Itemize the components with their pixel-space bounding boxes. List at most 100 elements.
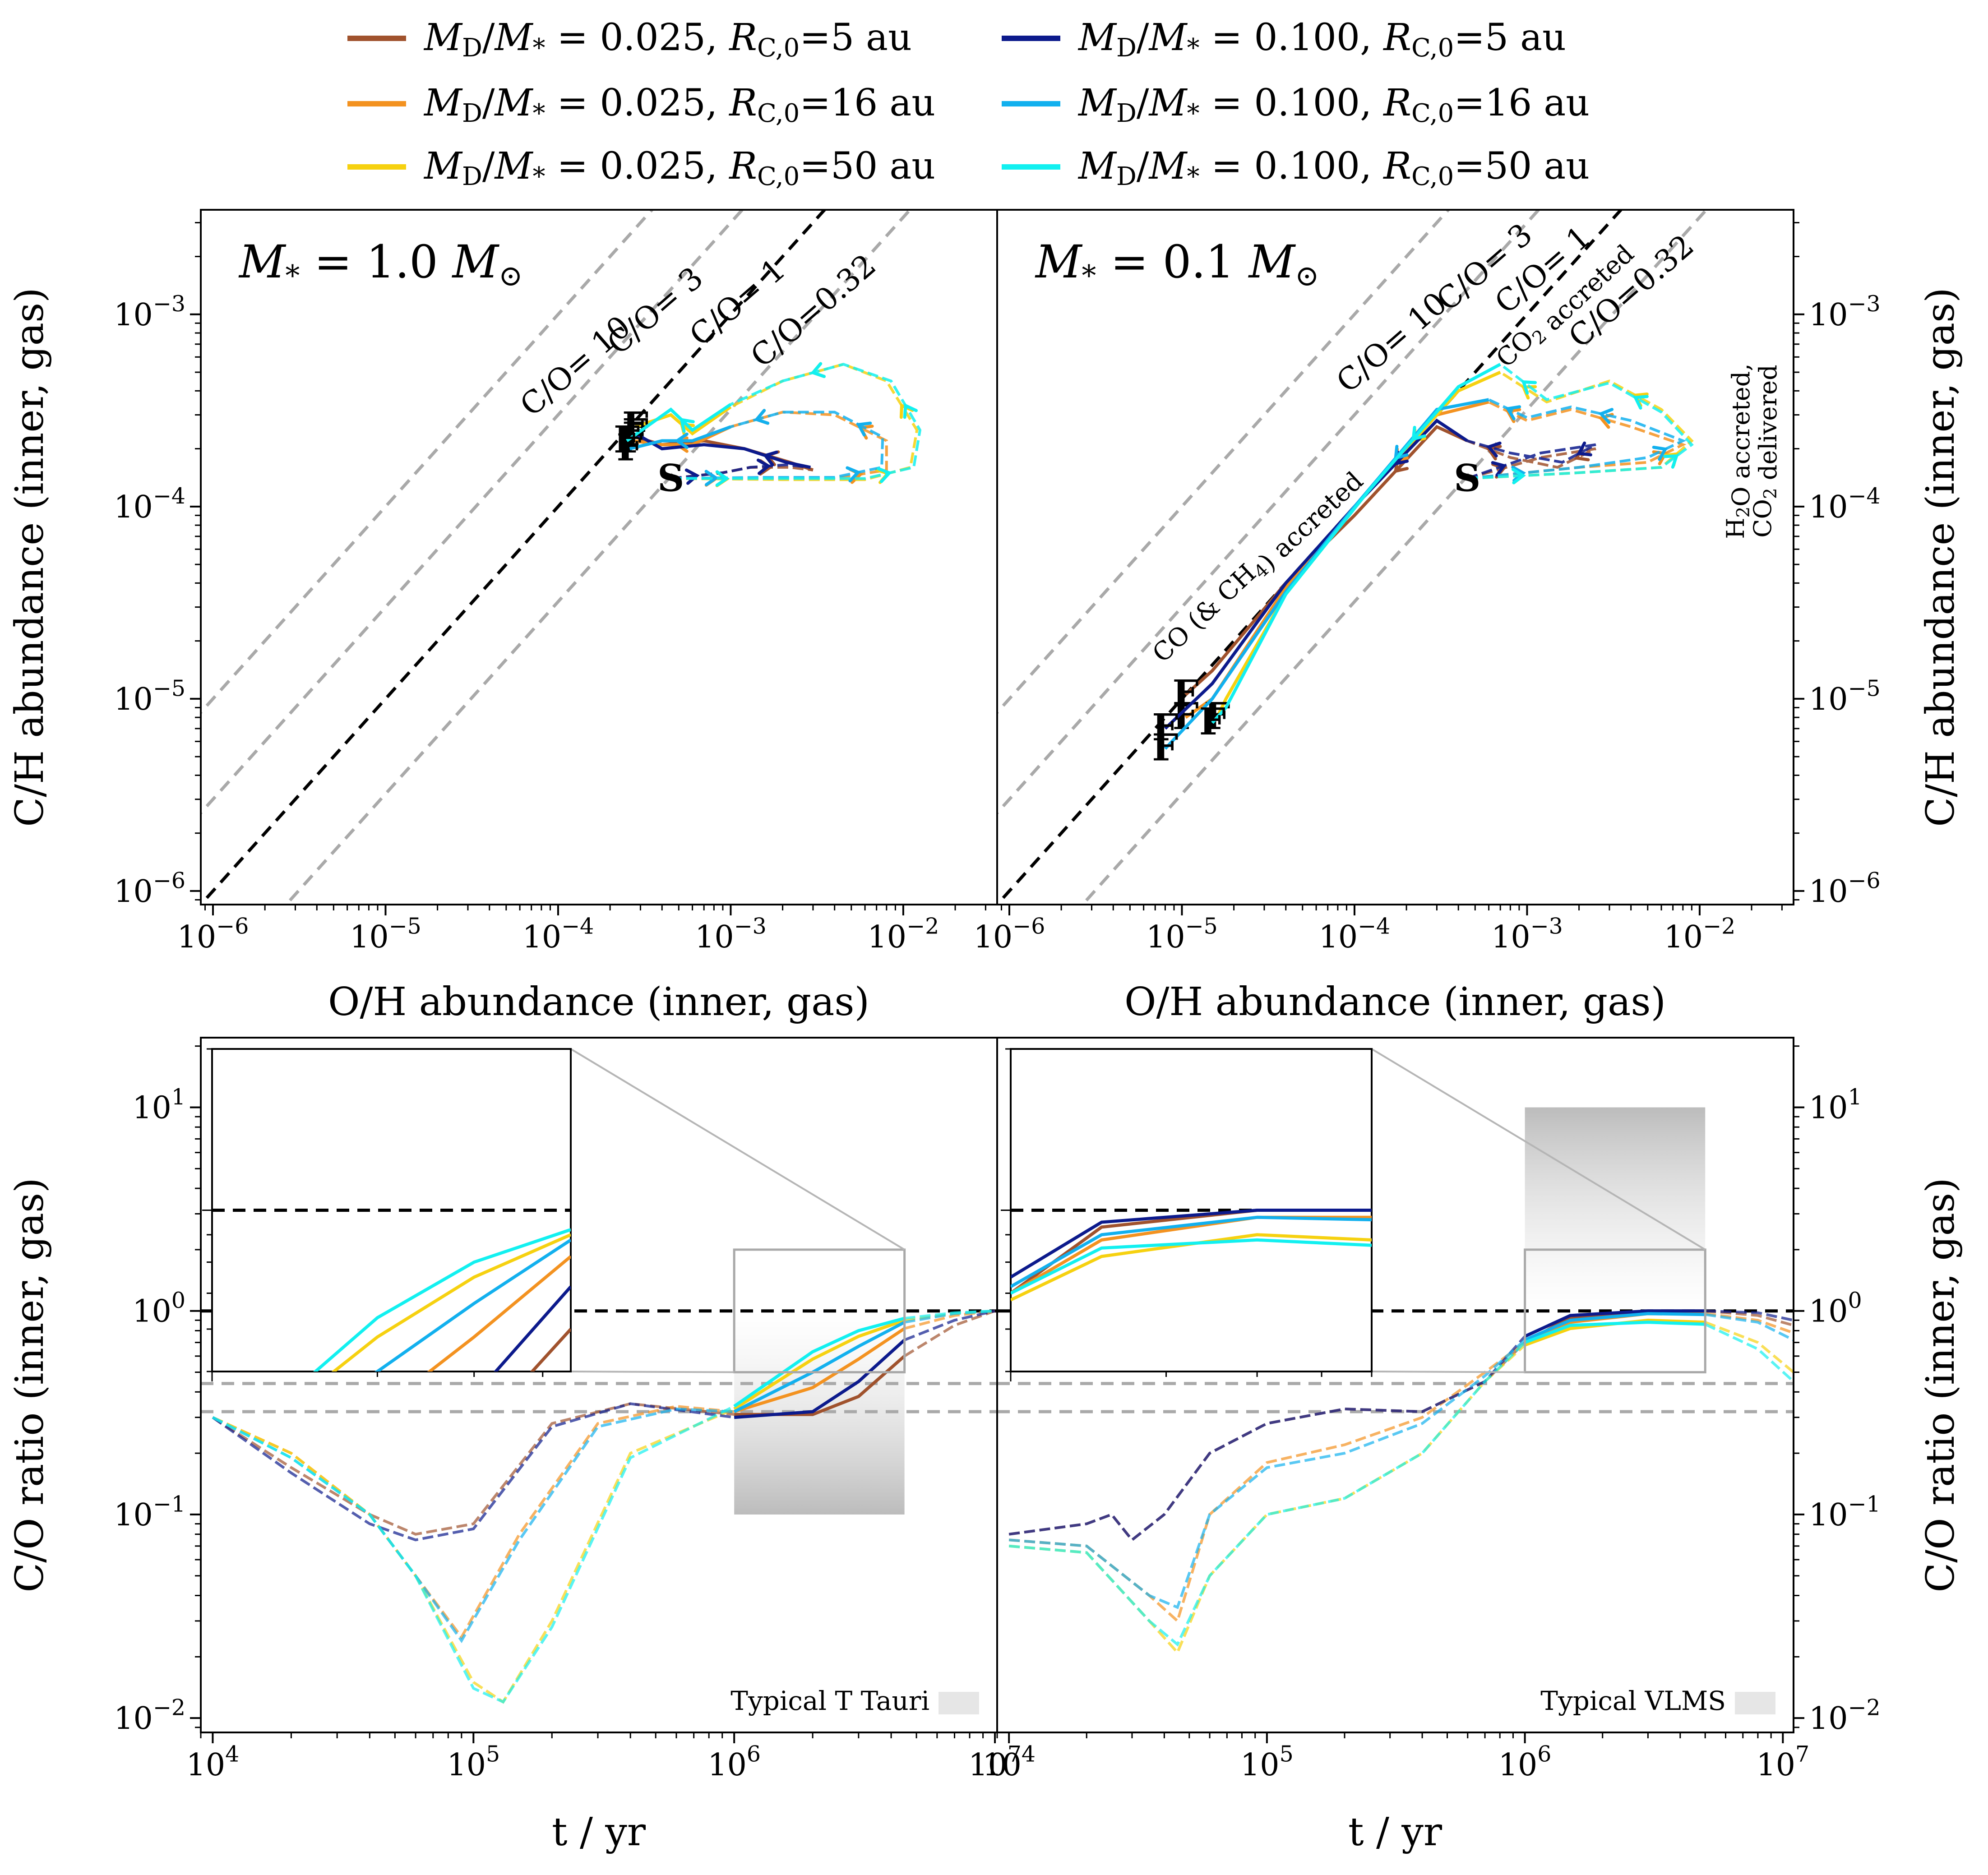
x-tick-label: 10−2 xyxy=(868,913,939,955)
trajectory-arrow xyxy=(1491,461,1507,477)
co-reference-line xyxy=(997,210,1451,715)
co-curve-early xyxy=(212,1402,735,1536)
y-tick-label: 10−2 xyxy=(114,1695,185,1737)
y-tick-label: 10−5 xyxy=(114,675,185,717)
co-curve-main xyxy=(733,1321,906,1413)
trajectory-early-dashed xyxy=(1467,363,1694,480)
final-marker: F xyxy=(1199,700,1225,744)
inset xyxy=(1001,1048,1373,1381)
annotation-co2-delivered: CO2 delivered xyxy=(1748,365,1782,537)
co-curve-main xyxy=(734,1339,906,1419)
co-reference-line xyxy=(201,210,654,715)
co-curve-late xyxy=(904,1309,996,1358)
co-reference-line xyxy=(201,210,827,905)
trajectory-arrow xyxy=(846,466,861,483)
x-tick-label: 105 xyxy=(447,1741,500,1783)
y-axis-title: C/O ratio (inner, gas) xyxy=(7,1178,52,1592)
co-curve-main xyxy=(733,1319,905,1410)
series-0c1a8c: F xyxy=(622,411,811,485)
inset-curve xyxy=(427,1255,571,1372)
trajectory-arrow xyxy=(1663,454,1679,469)
co-reference-line xyxy=(1080,210,1709,905)
figure-legend: MD/M* = 0.025, RC,0=5 au MD/M* = 0.025, R… xyxy=(347,16,1590,191)
series-12f0f0 xyxy=(212,1309,995,1704)
trajectory-early-dashed xyxy=(1466,439,1597,480)
inset-curve xyxy=(494,1285,571,1372)
final-marker: F xyxy=(614,418,640,462)
trajectory-arrow xyxy=(877,467,892,483)
inset-curve xyxy=(374,1238,571,1372)
inset-curve xyxy=(1011,1215,1372,1288)
x-tick-label: 107 xyxy=(1756,1741,1809,1783)
start-marker: S xyxy=(657,457,684,500)
co-reference-line xyxy=(997,210,1541,815)
legend-label: MD/M* = 0.025, RC,0=5 au xyxy=(423,16,912,63)
legend-entry: MD/M* = 0.025, RC,0=50 au xyxy=(347,145,935,191)
co-reference-line xyxy=(201,210,744,815)
x-tick-label: 104 xyxy=(186,1741,240,1783)
inset-plot-area xyxy=(212,1209,571,1372)
co-curve-main xyxy=(1524,1312,1706,1342)
inset xyxy=(202,1048,572,1381)
legend-label: MD/M* = 0.025, RC,0=50 au xyxy=(423,145,935,191)
y-tick-label: 10−2 xyxy=(1809,1695,1881,1737)
axis-titles: O/H abundance (inner, gas) O/H abundance … xyxy=(7,287,1963,1855)
y-tick-label: 101 xyxy=(1809,1084,1862,1126)
legend-entry: MD/M* = 0.025, RC,0=16 au xyxy=(347,82,935,128)
trajectory-late-solid xyxy=(1164,418,1468,730)
series-12b0ee xyxy=(1008,1312,1794,1609)
y-tick-label: 10−3 xyxy=(114,291,185,333)
zoom-box xyxy=(1524,1248,1706,1374)
start-marker: S xyxy=(1454,457,1480,500)
y-tick-label: 10−6 xyxy=(114,868,185,910)
co-curve-late xyxy=(1705,1313,1794,1341)
co-curve-early xyxy=(212,1405,735,1704)
co-curve-late xyxy=(904,1309,995,1341)
x-tick-label: 106 xyxy=(1498,1741,1552,1783)
legend-entry: MD/M* = 0.100, RC,0=16 au xyxy=(1002,82,1590,128)
trajectory-early-dashed xyxy=(670,463,811,480)
trajectory-arrow xyxy=(756,458,772,475)
trajectory-arrow xyxy=(1511,468,1526,485)
legend-patch xyxy=(1735,1692,1775,1714)
panel-title: M* = 0.1 M⊙ xyxy=(1035,236,1319,293)
x-tick-label: 10−3 xyxy=(1491,913,1563,955)
trajectory-arrow xyxy=(754,409,770,425)
legend-label: MD/M* = 0.025, RC,0=16 au xyxy=(423,82,935,128)
x-tick-label: 10−2 xyxy=(1664,913,1736,955)
legend-label: MD/M* = 0.100, RC,0=50 au xyxy=(1077,145,1590,191)
legend-patch xyxy=(939,1692,979,1714)
trajectory-arrow xyxy=(903,403,918,419)
x-tick-label: 10−3 xyxy=(695,913,767,955)
trajectory-arrow xyxy=(715,470,730,487)
final-marker: F xyxy=(1152,706,1178,749)
x-tick-label: 105 xyxy=(1240,1741,1294,1783)
x-tick-label: 10−5 xyxy=(350,913,421,955)
final-marker: F xyxy=(1152,726,1178,770)
legend-label: MD/M* = 0.100, RC,0=16 au xyxy=(1077,82,1590,128)
trajectory-arrow xyxy=(1652,445,1668,461)
y-tick-label: 10−4 xyxy=(114,483,185,525)
trajectory-arrow xyxy=(1505,405,1521,420)
y-tick-label: 10−3 xyxy=(1809,291,1881,333)
x-tick-label: 10−6 xyxy=(177,913,249,955)
y-axis-title: C/H abundance (inner, gas) xyxy=(1918,287,1963,827)
trajectory-early-dashed xyxy=(670,363,922,480)
zoom-box xyxy=(733,1248,906,1374)
series-0c1a8c xyxy=(1008,1309,1794,1542)
trajectory-arrow xyxy=(684,468,700,485)
legend-label: Typical VLMS xyxy=(1540,1686,1726,1716)
x-tick-label: 10−6 xyxy=(974,913,1045,955)
legend-label: Typical T Tauri xyxy=(730,1686,929,1716)
plot-area xyxy=(997,1107,1794,1655)
trajectory-arrow xyxy=(674,432,689,449)
y-tick-label: 10−4 xyxy=(1809,483,1881,525)
trajectory-early-dashed xyxy=(1467,398,1687,480)
co-curve-main xyxy=(733,1316,905,1408)
co-curve-early xyxy=(212,1405,735,1640)
x-tick-label: 106 xyxy=(707,1741,761,1783)
trajectory-arrow xyxy=(1633,395,1649,410)
x-tick-label: 107 xyxy=(968,1741,1022,1783)
co-curve-late xyxy=(1705,1321,1794,1373)
